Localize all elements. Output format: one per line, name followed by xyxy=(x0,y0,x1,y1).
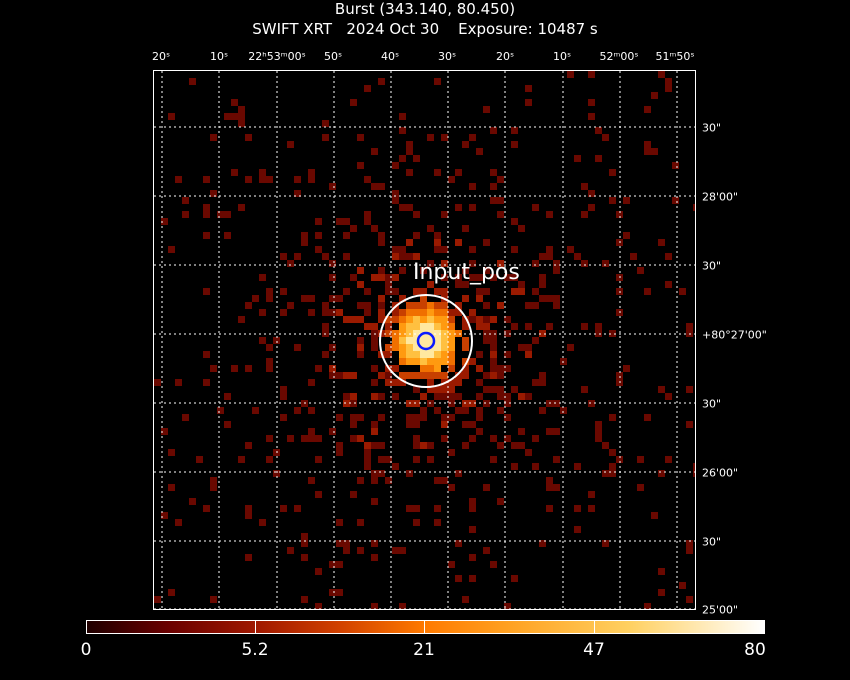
ra-tick-label: 10ˢ xyxy=(552,50,572,63)
source-region-circle xyxy=(379,294,473,388)
dec-tick-label: 30" xyxy=(702,121,722,135)
ra-tick-label: 51ᵐ50ˢ xyxy=(655,50,695,63)
colorbar-label: 0 xyxy=(80,640,92,660)
ra-tick-label: 22ʰ53ᵐ00ˢ xyxy=(248,50,306,63)
source-label: Input_pos xyxy=(413,260,520,285)
dec-tick-label: 30" xyxy=(702,259,722,273)
colorbar-label: 80 xyxy=(744,640,766,660)
ra-tick-label: 20ˢ xyxy=(151,50,171,63)
ra-tick-label: 20ˢ xyxy=(495,50,515,63)
ra-tick-label: 40ˢ xyxy=(380,50,400,63)
dec-tick-label: 26'00" xyxy=(702,466,739,480)
ra-tick-label: 52ᵐ00ˢ xyxy=(599,50,639,63)
colorbar-label: 47 xyxy=(583,640,605,660)
grid-overlay xyxy=(154,71,695,609)
count-map xyxy=(154,71,695,609)
dec-tick-label: 28'00" xyxy=(702,190,739,204)
dec-tick-label: +80°27'00" xyxy=(702,328,767,342)
colorbar-label: 21 xyxy=(413,640,435,660)
colorbar xyxy=(86,620,765,634)
colorbar-tick xyxy=(594,620,595,634)
dec-tick-label: 30" xyxy=(702,397,722,411)
ra-tick-label: 30ˢ xyxy=(437,50,457,63)
image-title: Burst (343.140, 80.450) xyxy=(334,0,516,18)
ra-tick-label: 50ˢ xyxy=(323,50,343,63)
colorbar-label: 5.2 xyxy=(241,640,269,660)
coordinate-grid xyxy=(154,71,695,609)
dec-tick-label: 25'00" xyxy=(702,603,739,617)
dec-tick-label: 30" xyxy=(702,535,722,549)
xray-image-panel xyxy=(153,70,696,610)
ra-tick-label: 10ˢ xyxy=(209,50,229,63)
colorbar-tick xyxy=(255,620,256,634)
image-subtitle: SWIFT XRT 2024 Oct 30 Exposure: 10487 s xyxy=(252,20,598,38)
colorbar-tick xyxy=(424,620,425,634)
position-error-circle xyxy=(416,331,436,351)
